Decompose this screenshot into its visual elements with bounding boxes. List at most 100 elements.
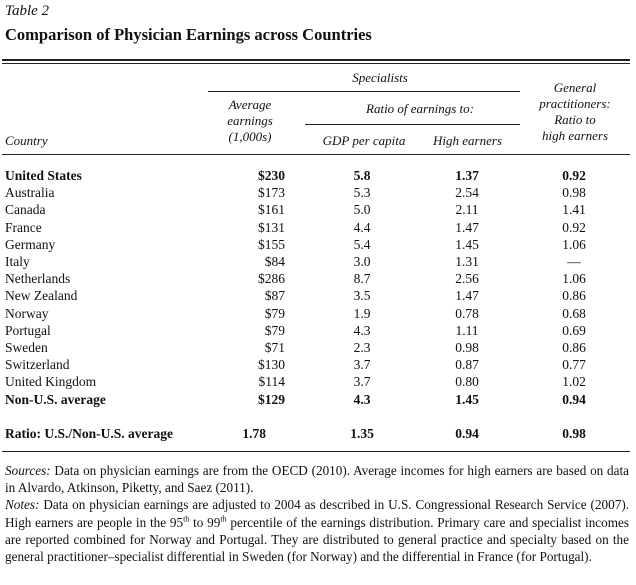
- cell-gdp: 4.4: [353, 219, 371, 235]
- ratio-row-gdp: 1.35: [350, 426, 374, 441]
- cell-avg: $79: [264, 322, 285, 338]
- cell-gp: 0.98: [562, 185, 586, 201]
- cell-country: Netherlands: [5, 271, 71, 287]
- cell-high: 2.56: [455, 271, 479, 287]
- cell-gdp: 5.8: [353, 168, 371, 183]
- cell-gp: 0.92: [562, 219, 586, 235]
- cell-gdp: 5.4: [353, 236, 371, 252]
- cell-gdp: 3.0: [353, 254, 371, 269]
- cell-high: 0.98: [455, 340, 479, 355]
- cell-gp: —: [567, 254, 581, 269]
- table-row: Switzerland $130 3.7 0.87 0.77: [0, 356, 636, 373]
- cell-country: Norway: [5, 305, 49, 321]
- notes-text-3: percentile of the earnings distribution.…: [5, 514, 630, 565]
- table-row: Norway $79 1.9 0.78 0.68: [0, 305, 636, 322]
- bottom-rule: [2, 451, 630, 452]
- ratio-row-high: 0.94: [455, 426, 479, 441]
- cell-high: 1.37: [455, 168, 479, 183]
- table-row: Sweden $71 2.3 0.98 0.86: [0, 339, 636, 356]
- superscript-th-2: th: [220, 514, 227, 524]
- ratio-row-avg: 1.78: [242, 426, 266, 441]
- cell-avg: $87: [264, 288, 285, 304]
- cell-high: 1.11: [455, 322, 479, 338]
- cell-gp: 0.68: [562, 305, 586, 321]
- cell-avg: $84: [264, 254, 285, 269]
- notes-text-2: to 99: [189, 514, 221, 530]
- cell-country: United Kingdom: [5, 374, 97, 390]
- cell-gdp: 3.7: [353, 357, 371, 373]
- header-high-earners: High earners: [433, 133, 502, 148]
- cell-gdp: 8.7: [353, 271, 371, 287]
- cell-avg: $79: [264, 305, 285, 321]
- cell-gp: 0.77: [562, 357, 586, 373]
- header-specialists: Specialists: [352, 70, 408, 85]
- cell-avg: $114: [258, 374, 286, 390]
- cell-country: Switzerland: [5, 357, 70, 373]
- cell-gdp: 5.0: [353, 202, 371, 218]
- cell-avg: $173: [258, 185, 285, 201]
- cell-avg: $286: [258, 271, 285, 287]
- cell-gdp: 3.7: [353, 374, 371, 390]
- cell-high: 0.80: [455, 374, 479, 390]
- table-row: New Zealand $87 3.5 1.47 0.86: [0, 287, 636, 304]
- cell-gp: 0.86: [562, 288, 586, 304]
- cell-gdp: 2.3: [353, 340, 371, 355]
- cell-gdp: 5.3: [353, 185, 371, 201]
- cell-high: 1.45: [455, 391, 479, 407]
- table-row: Italy $84 3.0 1.31 —: [0, 253, 636, 270]
- cell-high: 1.47: [455, 288, 479, 304]
- ratio-row-country: Ratio: U.S./Non-U.S. average: [5, 426, 173, 441]
- ratio-row: Ratio: U.S./Non-U.S. average 1.78 1.35 0…: [0, 425, 636, 442]
- table-title: Comparison of Physician Earnings across …: [5, 25, 372, 44]
- cell-gp: 0.69: [562, 322, 586, 338]
- notes-text-1: Data on physician earnings are adjusted …: [5, 497, 630, 530]
- cell-avg: $71: [264, 340, 285, 355]
- cell-high: 0.87: [455, 357, 479, 373]
- cell-gdp: 4.3: [353, 391, 371, 407]
- table-row: Portugal $79 4.3 1.11 0.69: [0, 322, 636, 339]
- notes-block: Sources: Data on physician earnings are …: [5, 462, 629, 565]
- cell-gp: 1.02: [562, 374, 586, 390]
- table-row: Canada $161 5.0 2.11 1.41: [0, 201, 636, 218]
- cell-high: 1.47: [455, 219, 479, 235]
- cell-gdp: 4.3: [353, 322, 371, 338]
- cell-gdp: 3.5: [353, 288, 371, 304]
- cell-gp: 1.06: [562, 236, 586, 252]
- table-row: Non-U.S. average $129 4.3 1.45 0.94: [0, 391, 636, 408]
- cell-avg: $131: [258, 219, 285, 235]
- superscript-th-1: th: [183, 514, 190, 524]
- cell-country: France: [5, 219, 42, 235]
- header-ratio-of-earnings: Ratio of earnings to:: [366, 101, 474, 116]
- cell-gp: 1.41: [562, 202, 586, 218]
- header-bottom-rule: [2, 154, 630, 155]
- header-general-practitioners: General practitioners: Ratio to high ear…: [539, 80, 611, 143]
- table-row: Australia $173 5.3 2.54 0.98: [0, 184, 636, 201]
- table-row: United States $230 5.8 1.37 0.92: [0, 167, 636, 184]
- cell-gdp: 1.9: [353, 305, 371, 321]
- cell-country: Portugal: [5, 322, 51, 338]
- cell-gp: 0.86: [562, 340, 586, 355]
- sources-paragraph: Sources: Data on physician earnings are …: [5, 462, 629, 496]
- cell-avg: $230: [258, 168, 285, 183]
- cell-country: Australia: [5, 185, 55, 201]
- ratio-underline: [305, 124, 520, 125]
- table-row: United Kingdom $114 3.7 0.80 1.02: [0, 373, 636, 390]
- specialists-underline: [208, 91, 520, 92]
- top-rule-thick: [2, 59, 630, 61]
- header-country: Country: [5, 133, 48, 148]
- cell-avg: $129: [258, 391, 285, 407]
- cell-gp: 0.94: [562, 391, 586, 407]
- cell-country: New Zealand: [5, 288, 78, 304]
- ratio-row-gp: 0.98: [562, 426, 586, 441]
- cell-country: Italy: [5, 254, 30, 269]
- cell-country: United States: [5, 168, 82, 183]
- cell-high: 1.45: [455, 236, 479, 252]
- table-label: Table 2: [5, 3, 50, 19]
- cell-country: Non-U.S. average: [5, 391, 106, 407]
- cell-high: 2.11: [455, 202, 479, 218]
- cell-high: 1.31: [455, 254, 479, 269]
- cell-gp: 0.92: [562, 168, 586, 183]
- top-rule-thin: [2, 63, 630, 64]
- cell-gp: 1.06: [562, 271, 586, 287]
